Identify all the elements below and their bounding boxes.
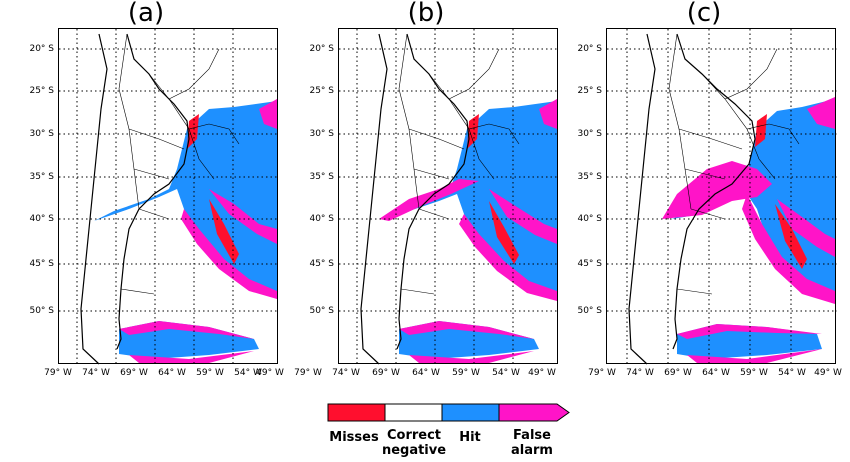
map-frame (606, 28, 837, 365)
borders (118, 33, 240, 295)
panel-a: (a) 20° S 25° S 30° S 35° S (10, 0, 283, 380)
lat-tick: 40° S (29, 214, 54, 224)
colorbar-legend: Misses Correct negative Hit False alarm (327, 402, 577, 462)
map-frame (58, 28, 279, 365)
graticule (59, 29, 279, 365)
panel-title: (c) (686, 0, 722, 28)
coastline (628, 33, 756, 365)
lat-tick: 25° S (29, 86, 54, 96)
lon-tick: 69° W (372, 368, 400, 378)
lon-tick: 54° W (234, 368, 262, 378)
colorbar-correct-negative (384, 403, 443, 422)
lat-tick: 45° S (309, 259, 334, 269)
misses-region (755, 114, 807, 269)
lat-tick: 50° S (29, 306, 54, 316)
legend-label-false-alarm: False alarm (511, 428, 553, 458)
false-alarm-south (399, 321, 534, 363)
lat-tick: 25° S (577, 86, 602, 96)
false-alarm-region (181, 99, 277, 299)
legend-label-correct-negative: Correct negative (381, 428, 447, 458)
lon-tick: 59° W (452, 368, 480, 378)
borders (398, 33, 520, 295)
misses-region (467, 114, 519, 264)
lon-tick: 69° W (664, 368, 692, 378)
lat-tick: 50° S (309, 306, 334, 316)
lon-tick: 54° W (492, 368, 520, 378)
lat-tick: 45° S (29, 259, 54, 269)
map-svg (339, 29, 559, 365)
map-svg (59, 29, 279, 365)
lat-tick: 20° S (309, 44, 334, 54)
false-alarm-region (662, 97, 835, 304)
lon-tick: 74° W (82, 368, 110, 378)
legend-label-misses: Misses (329, 430, 379, 445)
lon-tick: 64° W (158, 368, 186, 378)
borders (668, 33, 800, 295)
false-alarm-region (379, 99, 557, 301)
lon-tick: 69° W (120, 368, 148, 378)
lon-tick: 64° W (412, 368, 440, 378)
panel-title: (a) (127, 0, 165, 28)
lon-tick: 79° W (294, 368, 322, 378)
lon-tick: 49° W (814, 368, 842, 378)
graticule (607, 29, 837, 365)
misses-region (187, 114, 239, 264)
coastline (360, 33, 470, 365)
lon-tick: 49° W (256, 368, 284, 378)
lat-tick: 35° S (29, 172, 54, 182)
graticule (339, 29, 559, 365)
hit-region (94, 101, 277, 299)
lat-tick: 30° S (577, 129, 602, 139)
lat-tick: 45° S (577, 259, 602, 269)
lat-tick: 50° S (577, 306, 602, 316)
coastline (80, 33, 190, 365)
lat-tick: 20° S (577, 44, 602, 54)
lon-tick: 49° W (528, 368, 556, 378)
colorbar-hit (441, 403, 500, 422)
lat-tick: 30° S (309, 129, 334, 139)
lon-tick: 59° W (740, 368, 768, 378)
colorbar-misses (327, 403, 386, 422)
lat-tick: 35° S (577, 172, 602, 182)
map-svg (607, 29, 837, 365)
panel-title: (b) (407, 0, 445, 28)
lat-tick: 20° S (29, 44, 54, 54)
panel-b: (b) 20° S 25° S 30° S 35° S 40° S 45° S … (290, 0, 562, 380)
panel-c: (c) 20° S 25° S 30° S 35° S 40° S 45° S … (568, 0, 841, 380)
lon-tick: 79° W (588, 368, 616, 378)
colorbar-false-alarm (498, 403, 570, 422)
false-alarm-south (677, 324, 822, 363)
lon-tick: 74° W (332, 368, 360, 378)
lat-tick: 35° S (309, 172, 334, 182)
colorbar (327, 403, 570, 422)
legend-label-hit: Hit (459, 430, 481, 445)
lon-tick: 79° W (44, 368, 72, 378)
lon-tick: 59° W (196, 368, 224, 378)
lon-tick: 74° W (626, 368, 654, 378)
lon-tick: 64° W (702, 368, 730, 378)
lat-tick: 40° S (577, 214, 602, 224)
lat-tick: 25° S (309, 86, 334, 96)
map-frame (338, 28, 559, 365)
false-alarm-south (119, 321, 254, 363)
lon-tick: 54° W (778, 368, 806, 378)
lat-tick: 30° S (29, 129, 54, 139)
lat-tick: 40° S (309, 214, 334, 224)
